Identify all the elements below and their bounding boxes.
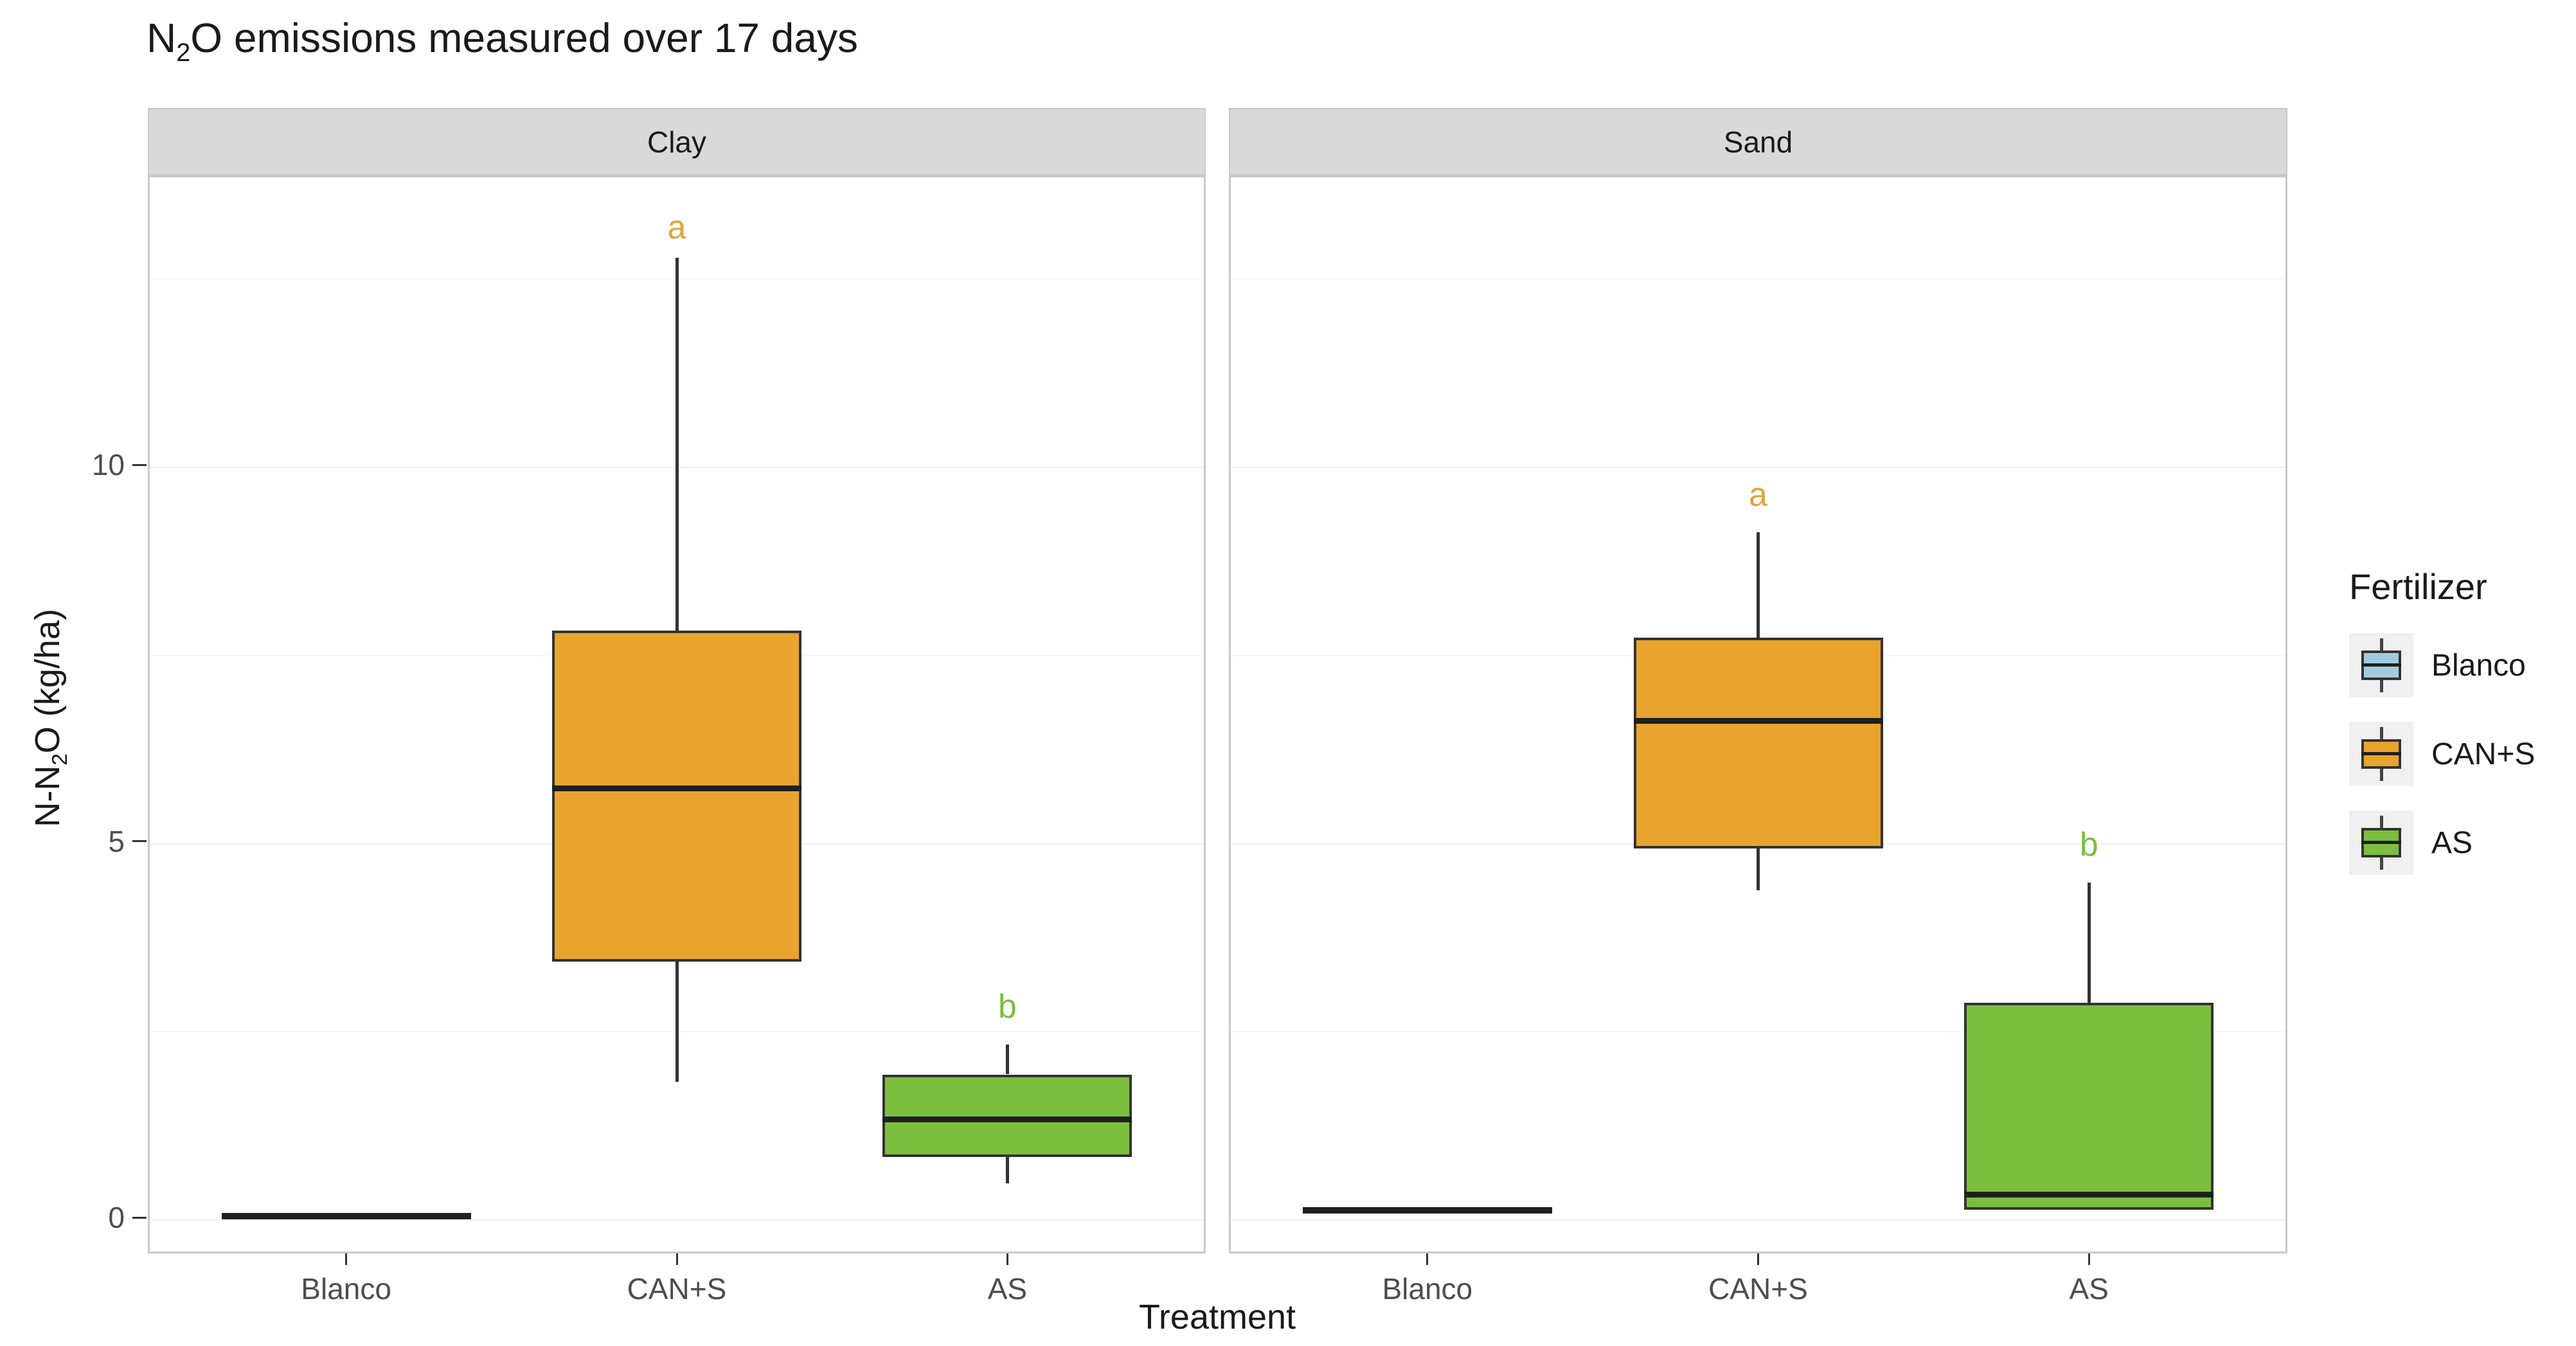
x-tick-label-can+s: CAN+S <box>627 1272 727 1306</box>
y-tick-label-5: 5 <box>108 824 125 858</box>
facet-strip-clay: Clay <box>148 108 1206 175</box>
x-tick-mark <box>1757 1253 1759 1265</box>
y-tick-mark <box>132 840 147 842</box>
x-tick-mark <box>675 1253 678 1265</box>
x-tick-label-blanco: Blanco <box>1382 1272 1473 1306</box>
whisker-lower <box>1005 1157 1009 1184</box>
legend-title: Fertilizer <box>2349 566 2487 607</box>
legend-median-glyph <box>2361 752 2401 755</box>
box-sand-can+s <box>1633 638 1883 849</box>
median-line <box>1633 717 1883 724</box>
legend-label: Blanco <box>2431 648 2526 683</box>
gridline-major <box>150 1219 1204 1221</box>
whisker-upper <box>1757 532 1760 638</box>
x-tick-label-blanco: Blanco <box>301 1272 391 1306</box>
box-clay-as <box>882 1074 1132 1158</box>
legend-key-boxplot-icon <box>2349 722 2413 786</box>
x-tick-label-can+s: CAN+S <box>1708 1272 1808 1306</box>
median-line <box>1302 1207 1552 1213</box>
median-line <box>1964 1192 2214 1198</box>
plot-title-subscript: 2 <box>176 38 191 67</box>
significance-letter: a <box>667 209 686 247</box>
facet-strip-label: Clay <box>647 125 707 159</box>
y-axis-title: N-N2O (kg/ha) <box>28 512 73 924</box>
legend-item-as: AS <box>2349 811 2574 875</box>
legend-item-can+s: CAN+S <box>2349 722 2574 786</box>
legend-label: AS <box>2431 825 2473 860</box>
box-clay-can+s <box>552 630 801 962</box>
legend: Fertilizer Blanco CAN+S AS <box>2349 566 2574 899</box>
x-tick-mark <box>345 1253 348 1265</box>
y-tick-label-0: 0 <box>108 1201 125 1234</box>
significance-letter: b <box>997 988 1017 1026</box>
whisker-upper <box>675 257 679 631</box>
median-line <box>221 1213 471 1219</box>
x-tick-label-as: AS <box>987 1272 1028 1306</box>
whisker-lower <box>1757 848 1760 890</box>
facet-strip-sand: Sand <box>1229 108 2287 175</box>
plot-title-prefix: N <box>147 15 177 61</box>
median-line <box>552 785 801 792</box>
plot-title-suffix: O emissions measured over 17 days <box>190 15 858 61</box>
significance-letter: b <box>2079 826 2098 864</box>
gridline-major <box>1231 467 2285 468</box>
y-tick-mark <box>132 1216 147 1219</box>
facet-strip-label: Sand <box>1723 125 1793 159</box>
y-tick-label-10: 10 <box>91 448 125 481</box>
significance-letter: a <box>1749 476 1767 514</box>
legend-label: CAN+S <box>2431 737 2536 771</box>
gridline-major <box>1231 1219 2285 1221</box>
y-axis-title-subscript: 2 <box>48 753 72 766</box>
legend-item-blanco: Blanco <box>2349 633 2574 697</box>
y-axis-title-prefix: N-N <box>28 765 67 827</box>
legend-key-boxplot-icon <box>2349 811 2413 875</box>
whisker-upper <box>1005 1044 1009 1075</box>
whisker-lower <box>675 961 679 1082</box>
y-tick-mark <box>132 463 147 466</box>
legend-key-boxplot-icon <box>2349 633 2413 697</box>
x-axis-title: Treatment <box>1138 1298 1296 1336</box>
x-tick-label-as: AS <box>2069 1272 2109 1306</box>
legend-median-glyph <box>2361 663 2401 667</box>
median-line <box>882 1117 1132 1123</box>
x-tick-mark <box>1426 1253 1429 1265</box>
gridline-minor <box>1231 1031 2285 1033</box>
x-tick-mark <box>2088 1253 2090 1265</box>
legend-median-glyph <box>2361 841 2401 844</box>
y-axis-title-suffix: O (kg/ha) <box>28 609 67 754</box>
x-tick-mark <box>1006 1253 1008 1265</box>
gridline-minor <box>1231 278 2285 280</box>
plot-title: N2O emissions measured over 17 days <box>147 14 858 67</box>
box-sand-as <box>1964 1003 2214 1210</box>
whisker-upper <box>2087 882 2091 1003</box>
legend-items: Blanco CAN+S AS <box>2349 633 2574 875</box>
